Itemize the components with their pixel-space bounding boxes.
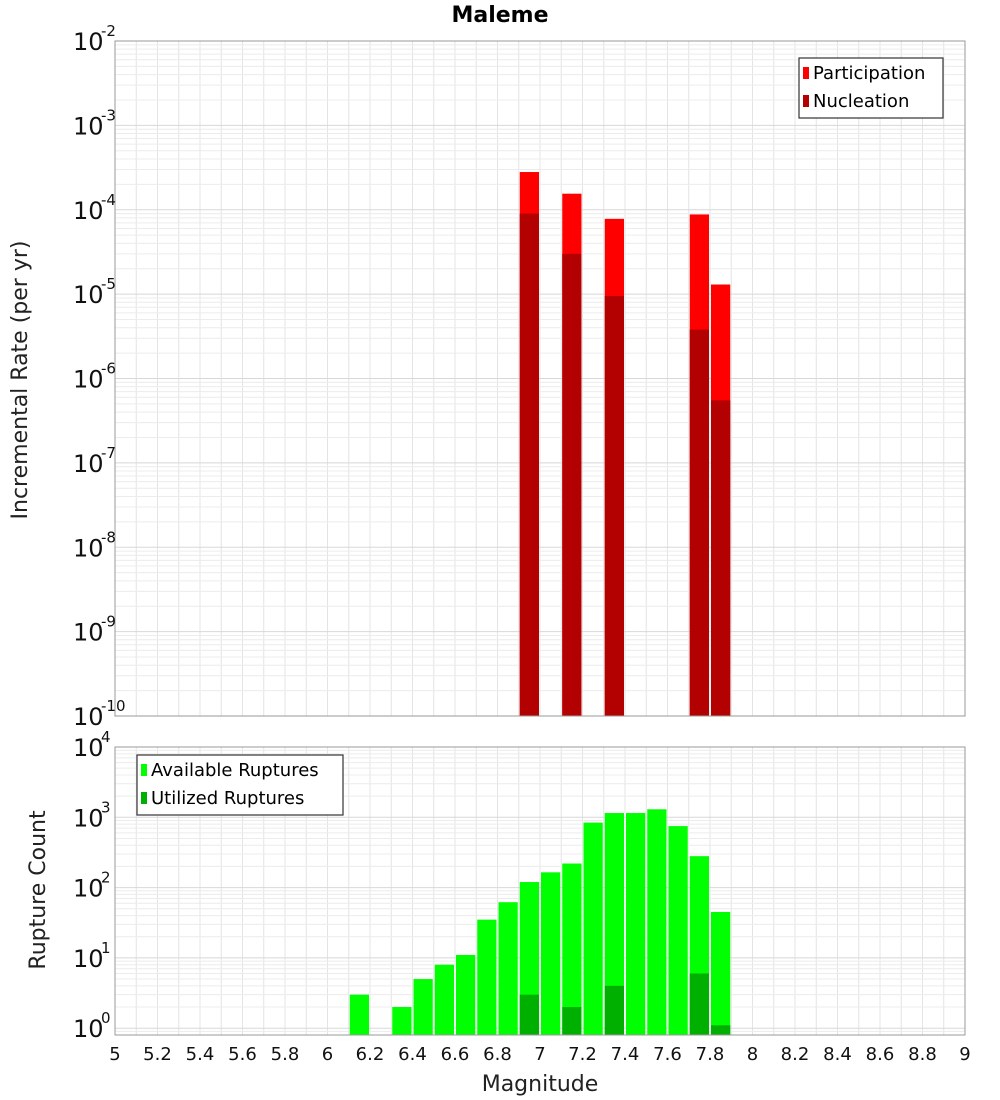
y-tick-label-exponent: 2 xyxy=(101,869,111,887)
x-tick-label: 5.6 xyxy=(228,1044,257,1065)
x-tick-label: 9 xyxy=(959,1044,970,1065)
top-legend: Participation Nucleation xyxy=(798,57,944,119)
x-tick-label: 7.2 xyxy=(568,1044,597,1065)
bar xyxy=(711,911,731,1035)
bar xyxy=(498,902,518,1035)
x-tick-label: 8.2 xyxy=(781,1044,810,1065)
legend-label: Utilized Ruptures xyxy=(151,788,304,809)
bottom-y-axis-label: Rupture Count xyxy=(26,810,51,970)
x-tick-label: 6.4 xyxy=(398,1044,427,1065)
bar xyxy=(519,994,539,1035)
y-tick-label-exponent: -2 xyxy=(101,22,116,40)
bar xyxy=(562,253,582,716)
y-tick-label-exponent: -10 xyxy=(101,697,126,715)
bar xyxy=(349,994,369,1035)
y-tick-label: 10 xyxy=(73,281,104,309)
y-tick-label: 10 xyxy=(73,197,104,225)
x-tick-label: 8 xyxy=(747,1044,758,1065)
y-tick-label-exponent: -5 xyxy=(101,275,116,293)
bar xyxy=(583,822,603,1035)
bar xyxy=(413,979,433,1035)
bar xyxy=(456,954,476,1035)
y-tick-label: 10 xyxy=(73,703,104,731)
y-tick-label-exponent: 1 xyxy=(101,939,111,957)
y-tick-label: 10 xyxy=(73,28,104,56)
top-plot-border xyxy=(114,40,966,717)
y-tick-label: 10 xyxy=(73,534,104,562)
y-tick-label-exponent: -9 xyxy=(101,613,116,631)
y-tick-label-exponent: 4 xyxy=(101,728,111,746)
x-tick-label: 7.8 xyxy=(696,1044,725,1065)
x-tick-label: 5.4 xyxy=(186,1044,215,1065)
x-tick-label: 6 xyxy=(322,1044,333,1065)
legend-swatch xyxy=(141,764,147,776)
y-tick-label: 10 xyxy=(73,112,104,140)
x-tick-label: 5.8 xyxy=(271,1044,300,1065)
bottom-series-2 xyxy=(519,973,731,1035)
bar xyxy=(689,329,709,716)
legend-box xyxy=(136,754,344,816)
y-tick-label: 10 xyxy=(73,804,104,832)
legend-label: Participation xyxy=(813,63,925,84)
x-tick-label: 8.4 xyxy=(823,1044,852,1065)
bar xyxy=(668,826,688,1035)
top-y-axis-label: Incremental Rate (per yr) xyxy=(8,241,33,520)
bar xyxy=(519,213,539,717)
bar xyxy=(711,400,731,716)
y-tick-label: 10 xyxy=(73,619,104,647)
y-tick-label-exponent: 0 xyxy=(101,1009,111,1027)
y-tick-label: 10 xyxy=(73,366,104,394)
y-tick-label-exponent: -6 xyxy=(101,360,116,378)
top-series-2 xyxy=(519,213,731,717)
bar xyxy=(711,1025,731,1035)
y-tick-label-exponent: -4 xyxy=(101,191,116,209)
x-tick-label: 5 xyxy=(109,1044,120,1065)
bar xyxy=(541,872,561,1035)
bar xyxy=(604,296,624,716)
y-tick-label-exponent: -8 xyxy=(101,528,116,546)
bottom-plot-border xyxy=(114,746,966,1036)
legend-swatch xyxy=(141,792,147,804)
x-tick-label: 6.8 xyxy=(483,1044,512,1065)
y-tick-label: 10 xyxy=(73,875,104,903)
bar xyxy=(562,1007,582,1035)
legend-label: Available Ruptures xyxy=(151,760,319,781)
x-tick-label: 8.8 xyxy=(908,1044,937,1065)
x-tick-label: 7 xyxy=(534,1044,545,1065)
y-tick-label: 10 xyxy=(73,945,104,973)
x-tick-label: 5.2 xyxy=(143,1044,172,1065)
bottom-legend: Available Ruptures Utilized Ruptures xyxy=(136,754,344,816)
bar xyxy=(689,973,709,1035)
x-tick-label: 6.6 xyxy=(441,1044,470,1065)
x-tick-label: 7.6 xyxy=(653,1044,682,1065)
bar xyxy=(604,985,624,1035)
legend-swatch xyxy=(803,67,809,79)
bar xyxy=(626,813,646,1035)
bar xyxy=(434,964,454,1035)
bottom-series-1 xyxy=(349,809,731,1035)
legend-label: Nucleation xyxy=(813,91,909,112)
x-tick-label: 7.4 xyxy=(611,1044,640,1065)
x-tick-label: 8.6 xyxy=(866,1044,895,1065)
bar xyxy=(562,863,582,1035)
y-tick-label: 10 xyxy=(73,450,104,478)
y-tick-label-exponent: 3 xyxy=(101,798,111,816)
bar xyxy=(604,813,624,1035)
x-tick-label: 6.2 xyxy=(356,1044,385,1065)
chart-title: Maleme xyxy=(451,3,548,28)
legend-box xyxy=(798,57,944,119)
y-tick-label: 10 xyxy=(73,734,104,762)
bar xyxy=(647,809,667,1035)
y-tick-label-exponent: -3 xyxy=(101,106,116,124)
top-grid xyxy=(114,40,966,717)
bar xyxy=(392,1007,412,1035)
bar xyxy=(477,919,497,1035)
legend-swatch xyxy=(803,95,809,107)
x-axis-label: Magnitude xyxy=(482,1072,599,1097)
y-tick-label: 10 xyxy=(73,1015,104,1043)
y-tick-label-exponent: -7 xyxy=(101,444,116,462)
